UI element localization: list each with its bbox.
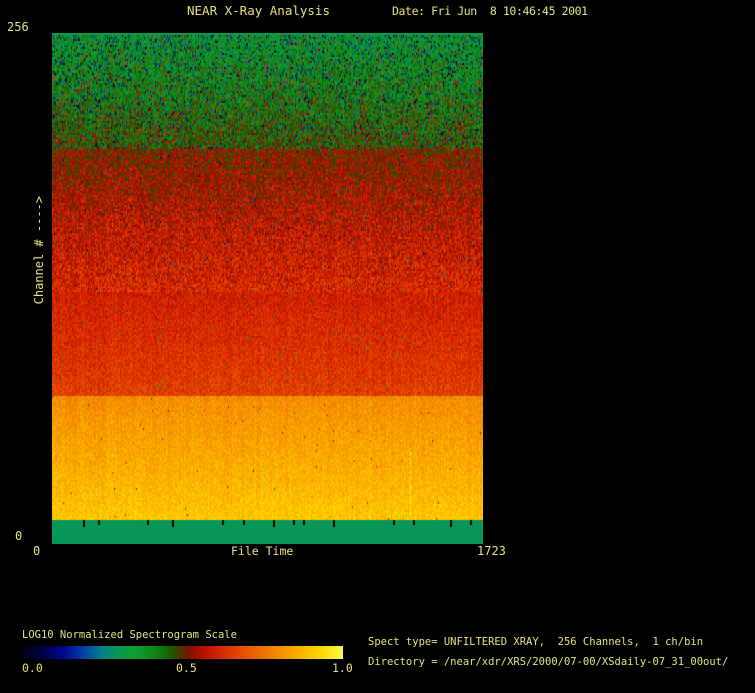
y-min-tick-label: 0 (15, 529, 23, 543)
x-min-tick-label: 0 (33, 544, 41, 558)
spect-type-line: Spect type= UNFILTERED XRAY, 256 Channel… (368, 636, 704, 648)
y-max-tick-label: 256 (7, 20, 29, 34)
colorbar-tick-mid: 0.5 (176, 661, 197, 675)
x-axis-label: File Time (231, 544, 294, 558)
directory-line: Directory = /near/xdr/XRS/2000/07-00/XSd… (368, 656, 729, 668)
x-max-tick-label: 1723 (477, 544, 506, 558)
colorbar-tick-max: 1.0 (332, 661, 353, 675)
spectrogram-heatmap (52, 33, 483, 544)
chart-title: NEAR X-Ray Analysis (187, 3, 330, 18)
date-label: Date: Fri Jun 8 10:46:45 2001 (392, 4, 588, 18)
colorbar-title: LOG10 Normalized Spectrogram Scale (22, 629, 237, 641)
colorbar-gradient (22, 646, 343, 659)
colorbar-tick-min: 0.0 (22, 661, 43, 675)
y-axis-label: Channel # ----> (32, 196, 46, 305)
